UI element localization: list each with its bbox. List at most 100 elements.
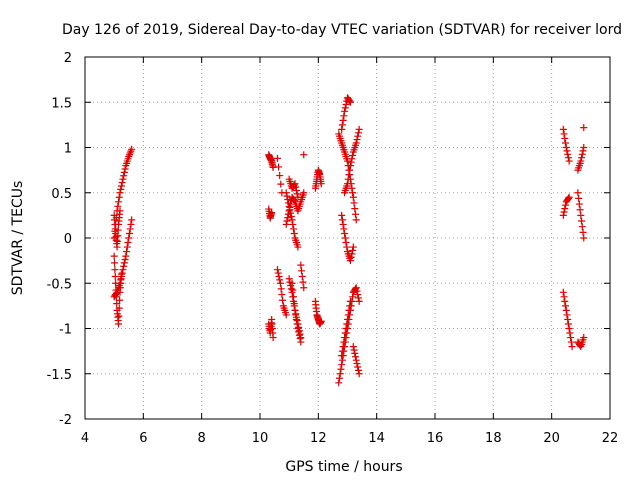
data-point bbox=[560, 208, 568, 216]
data-point bbox=[353, 136, 361, 144]
data-point bbox=[349, 246, 357, 254]
data-point bbox=[112, 289, 120, 297]
data-point bbox=[345, 306, 353, 314]
data-point bbox=[276, 276, 284, 284]
data-point bbox=[115, 198, 123, 206]
data-point bbox=[347, 253, 355, 261]
data-point bbox=[351, 205, 359, 213]
data-point bbox=[298, 267, 306, 275]
data-point bbox=[284, 199, 292, 207]
y-tick-label: -1 bbox=[59, 323, 72, 338]
data-point bbox=[268, 209, 276, 217]
data-point bbox=[578, 217, 586, 225]
data-point bbox=[294, 243, 302, 251]
data-point bbox=[577, 157, 585, 165]
x-tick-label: 6 bbox=[139, 431, 147, 446]
data-point bbox=[122, 252, 130, 260]
data-point bbox=[116, 296, 124, 304]
y-tick-label: -0.5 bbox=[47, 277, 72, 292]
data-point bbox=[274, 154, 281, 162]
data-point bbox=[276, 172, 284, 180]
data-point bbox=[341, 107, 349, 115]
data-point bbox=[354, 363, 362, 371]
data-point bbox=[335, 379, 343, 387]
data-point bbox=[297, 334, 305, 342]
data-point bbox=[125, 234, 133, 242]
data-point bbox=[342, 325, 350, 332]
data-point bbox=[344, 311, 352, 319]
data-point bbox=[338, 361, 346, 369]
data-point bbox=[355, 125, 363, 133]
x-axis-label: GPS time / hours bbox=[285, 459, 402, 475]
data-point bbox=[564, 315, 572, 323]
data-point bbox=[564, 320, 572, 328]
data-point bbox=[269, 334, 277, 342]
data-point bbox=[347, 158, 355, 166]
data-point bbox=[285, 202, 293, 210]
data-point bbox=[118, 269, 126, 277]
data-point bbox=[340, 338, 348, 346]
data-point bbox=[564, 150, 572, 158]
data-point bbox=[295, 323, 303, 331]
data-point bbox=[574, 189, 582, 197]
data-point bbox=[349, 151, 357, 159]
data-point bbox=[564, 154, 572, 162]
data-point bbox=[562, 139, 570, 147]
data-points bbox=[110, 94, 588, 387]
x-tick-label: 10 bbox=[252, 431, 269, 446]
x-tick-label: 4 bbox=[81, 431, 89, 446]
data-point bbox=[117, 182, 125, 190]
data-point bbox=[296, 330, 304, 338]
x-tick-label: 16 bbox=[427, 431, 444, 446]
data-point bbox=[575, 194, 583, 202]
data-point bbox=[290, 293, 298, 301]
data-point bbox=[352, 353, 360, 361]
data-point bbox=[580, 334, 588, 342]
data-point bbox=[274, 269, 282, 277]
data-point bbox=[352, 210, 360, 218]
data-point bbox=[291, 306, 299, 314]
data-point bbox=[293, 317, 301, 325]
data-point bbox=[126, 225, 134, 233]
data-point bbox=[294, 320, 302, 328]
x-tick-label: 22 bbox=[602, 431, 619, 446]
data-point bbox=[559, 125, 567, 133]
data-point bbox=[578, 223, 586, 231]
data-point bbox=[562, 306, 570, 314]
data-point bbox=[343, 320, 351, 328]
data-point bbox=[338, 121, 346, 129]
data-point bbox=[317, 180, 325, 188]
data-point bbox=[342, 239, 350, 247]
data-point bbox=[120, 168, 128, 176]
data-point bbox=[564, 194, 572, 202]
data-point bbox=[111, 272, 119, 280]
grid-lines bbox=[85, 57, 610, 419]
data-point bbox=[292, 183, 300, 191]
y-tick-label: -1.5 bbox=[47, 368, 72, 383]
data-point bbox=[565, 325, 573, 332]
data-point bbox=[340, 112, 348, 120]
data-point bbox=[289, 286, 297, 294]
data-point bbox=[282, 189, 290, 197]
data-point bbox=[580, 124, 588, 132]
data-point bbox=[561, 134, 569, 142]
data-point bbox=[338, 216, 346, 224]
data-point bbox=[116, 189, 124, 197]
data-point bbox=[579, 228, 587, 236]
data-point bbox=[577, 211, 585, 219]
data-point bbox=[344, 175, 352, 183]
data-point bbox=[116, 207, 124, 215]
data-point bbox=[561, 297, 569, 305]
data-point bbox=[562, 201, 570, 209]
data-point bbox=[279, 296, 287, 304]
data-point bbox=[349, 343, 357, 351]
data-point bbox=[116, 279, 124, 287]
data-point bbox=[283, 192, 291, 200]
data-point bbox=[115, 320, 123, 328]
data-point bbox=[338, 347, 346, 355]
data-point bbox=[292, 186, 300, 194]
data-point bbox=[559, 288, 567, 296]
data-point bbox=[118, 179, 126, 187]
data-point bbox=[290, 300, 298, 308]
